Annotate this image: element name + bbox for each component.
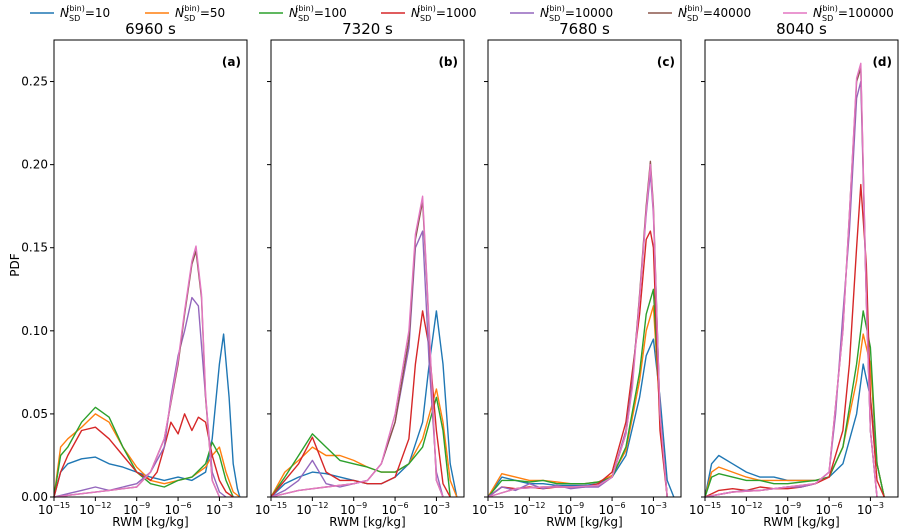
legend-label: NSD(bin)=50 [175,4,225,23]
series-line [53,413,241,498]
x-tick-label: 10−9 [123,501,150,517]
legend-label: NSD(bin)=10 [60,4,110,23]
legend-label: NSD(bin)=100000 [813,4,894,23]
y-axis-label: PDF [8,253,22,276]
x-axis-label: RWM [kg/kg] [329,515,405,529]
panel-label: (a) [222,55,241,69]
series-line [53,413,234,498]
x-tick-label: 10−6 [382,501,409,517]
panel-title: 6960 s [125,20,176,38]
panel-label: (b) [438,55,458,69]
x-tick-label: 10−3 [640,501,667,517]
x-tick-label: 10−6 [816,501,843,517]
x-tick-label: 10−3 [206,501,233,517]
panel-title: 8040 s [776,20,827,38]
legend-item: NSD(bin)=100 [259,4,347,23]
x-tick-label: 10−15 [689,501,721,517]
y-tick-label: 0.20 [21,158,48,172]
panels: 6960 s (a) 0.00 0.05 0.10 0.15 0.20 0.25 10−15 10… [21,20,899,529]
x-tick-label: 10−6 [165,501,192,517]
x-axis-label: RWM [kg/kg] [112,515,188,529]
x-axis-label: RWM [kg/kg] [546,515,622,529]
panel-b: 7320 s (b) 10−15 10−12 10−9 10−6 10−3 RWM [kg/k… [255,20,465,529]
series-line [270,310,451,498]
x-tick-label: 10−12 [296,501,328,517]
legend-label: NSD(bin)=10000 [540,4,613,23]
series-line [704,333,885,498]
series-line [270,396,451,498]
series-line [704,62,878,498]
x-tick-label: 10−9 [557,501,584,517]
series-line [487,288,668,498]
series-line [53,296,227,498]
legend-item: NSD(bin)=50 [145,4,225,23]
series-line [53,406,234,498]
series-line [487,172,668,498]
x-axis-label: RWM [kg/kg] [763,515,839,529]
panel-title: 7680 s [559,20,610,38]
y-tick-label: 0.00 [21,490,48,504]
legend-item: NSD(bin)=100000 [783,4,894,23]
series-line [53,245,221,498]
legend-label: NSD(bin)=100 [289,4,347,23]
y-tick-label: 0.15 [21,241,48,255]
panel-a: 6960 s (a) 0.00 0.05 0.10 0.15 0.20 0.25 10−15 10… [21,20,248,529]
plot-frame [704,39,899,498]
legend: NSD(bin)=10 NSD(bin)=50 NSD(bin)=100 NSD(bi… [30,4,894,23]
plot-frame [487,39,682,498]
y-tick-label: 0.10 [21,324,48,338]
x-tick-label: 10−12 [513,501,545,517]
series-line [704,183,885,498]
plot-frame [53,39,248,498]
panel-label: (d) [872,55,892,69]
x-tick-label: 10−3 [857,501,884,517]
series-line [53,333,241,498]
x-tick-label: 10−15 [255,501,287,517]
series-line [487,160,668,498]
panel-c: 7680 s (c) 10−15 10−12 10−9 10−6 10−3 RWM [kg/k… [472,20,682,529]
series-line [487,163,668,498]
series-line [487,338,675,498]
panel-title: 7320 s [342,20,393,38]
x-tick-label: 10−12 [730,501,762,517]
panel-d: 8040 s (d) 10−15 10−12 10−9 10−6 10−3 RWM [kg/k… [689,20,899,529]
x-tick-label: 10−6 [599,501,626,517]
x-tick-label: 10−3 [423,501,450,517]
legend-label: NSD(bin)=1000 [411,4,476,23]
x-tick-label: 10−12 [79,501,111,517]
legend-item: NSD(bin)=40000 [648,4,751,23]
x-tick-label: 10−15 [38,501,70,517]
x-tick-label: 10−9 [774,501,801,517]
legend-item: NSD(bin)=10000 [510,4,613,23]
series-line [704,310,885,498]
series-line [270,195,444,498]
x-tick-label: 10−9 [340,501,367,517]
y-tick-label: 0.05 [21,407,48,421]
series-line [487,305,668,498]
legend-item: NSD(bin)=10 [30,4,110,23]
y-tick-label: 0.25 [21,75,48,89]
legend-item: NSD(bin)=1000 [381,4,476,23]
plot-frame [270,39,465,498]
x-tick-label: 10−15 [472,501,504,517]
legend-label: NSD(bin)=40000 [678,4,751,23]
panel-label: (c) [657,55,675,69]
